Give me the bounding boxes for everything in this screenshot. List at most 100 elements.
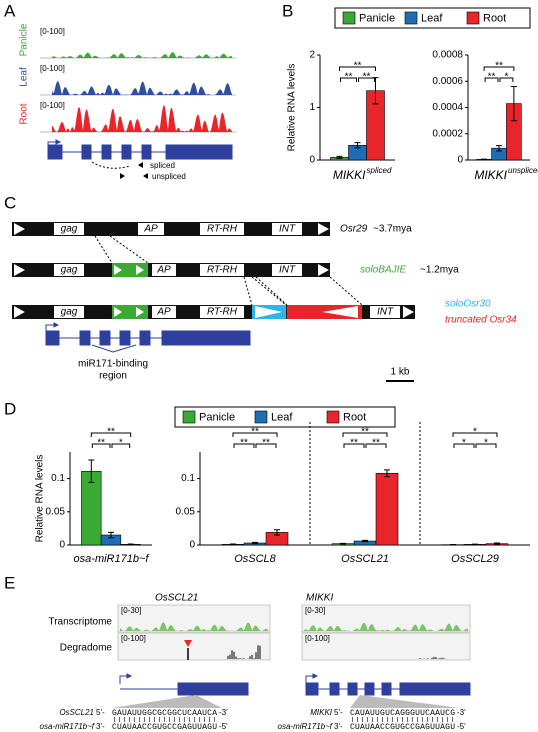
legend-swatch [254, 410, 268, 424]
track-name: Transcriptome [48, 617, 112, 628]
significance-label: ** [345, 72, 353, 83]
y-tick-label: 0 [189, 540, 195, 551]
track-range: [0-100] [40, 64, 65, 73]
legend-label: Root [483, 12, 506, 24]
link [251, 276, 287, 306]
primer [143, 173, 148, 179]
y-tick-label: 0 [59, 540, 65, 551]
significance-label: ** [97, 438, 105, 449]
y-tick-label: 0.0006 [432, 76, 463, 87]
y-tick-label: 0.05 [46, 506, 66, 517]
link [109, 235, 149, 264]
significance-label: ** [363, 72, 371, 83]
y-tick-label: 0.0004 [432, 102, 463, 113]
isoform-label: spliced [150, 161, 175, 170]
error-bar [362, 539, 368, 543]
domain-label: AP [143, 224, 158, 235]
coverage-track [52, 104, 232, 132]
track-name: Panicle [19, 23, 30, 56]
y-tick-label: 0.1 [181, 473, 195, 484]
seq-end: 5'- [334, 708, 343, 717]
sequence: CAUAUUGUCAGGGUUCAAUCG [350, 709, 455, 718]
x-category-label: MIKKI [474, 168, 507, 182]
legend-label: Leaf [421, 12, 443, 24]
x-category-label: MIKKI [333, 168, 366, 182]
significance-bracket [233, 443, 255, 448]
significance-bracket [342, 432, 388, 437]
significance-label: * [504, 72, 508, 83]
retrotransposon-row [12, 305, 415, 319]
domain-label: INT [279, 224, 296, 235]
legend-label: Root [343, 411, 366, 423]
legend-swatch [342, 11, 356, 25]
domain-label: INT [279, 265, 296, 276]
y-tick-label: 0.1 [51, 473, 65, 484]
track-range: [0-100] [40, 101, 65, 110]
error-bar [88, 459, 95, 484]
error-bar [108, 531, 114, 539]
significance-bracket [91, 443, 111, 448]
error-bar [494, 542, 500, 545]
significance-bracket [255, 443, 277, 448]
track-range: [0-30] [121, 606, 141, 615]
legend-label: Leaf [271, 411, 293, 423]
legend-frame [334, 7, 531, 29]
error-bar [384, 469, 390, 478]
track-frames [117, 604, 471, 661]
significance-bracket [232, 432, 278, 437]
zoom-wedge [350, 695, 460, 708]
link [329, 276, 363, 306]
seq-end: 5'- [96, 708, 105, 717]
primer [120, 173, 125, 179]
error-bar [336, 155, 343, 159]
legend-label: Panicle [199, 411, 235, 423]
sequence: CUAUAACCGUGCCGAGUUAGU [350, 723, 455, 732]
domain-label: RT-RH [207, 307, 238, 318]
domain-label: INT [377, 307, 394, 318]
link [255, 276, 288, 306]
domain-label: gag [61, 307, 78, 318]
significance-label: ** [107, 427, 115, 438]
primer [138, 162, 143, 168]
significance-bracket [358, 77, 375, 82]
track-range: [0-30] [305, 606, 325, 615]
seq-end: -3' [219, 708, 228, 717]
cleavage-site [184, 640, 192, 647]
retrotransposon-row [12, 263, 330, 277]
target-name: OsSCL21 [59, 708, 94, 717]
panel-label: E [4, 573, 15, 592]
seq-end: -3' [457, 708, 466, 717]
error-bar [481, 158, 488, 161]
isoform-label: unspliced [152, 172, 186, 181]
significance-label: * [473, 427, 477, 438]
gene-model-c [45, 322, 251, 353]
error-bar [340, 542, 346, 545]
y-tick-label: 0.0002 [432, 128, 463, 139]
error-bar [252, 541, 258, 545]
x-category-label: OsSCL8 [234, 553, 276, 565]
significance-bracket [452, 432, 498, 437]
splice-link [91, 161, 131, 169]
retrotransposon-row [12, 222, 330, 236]
gene-title: MIKKI [306, 593, 333, 604]
significance-label: ** [495, 61, 503, 72]
seq-end: 3'- [334, 722, 343, 731]
domain-label: gag [61, 224, 78, 235]
legend-label: Panicle [359, 12, 395, 24]
coverage-track [52, 81, 232, 95]
domain-label: gag [61, 265, 78, 276]
insert-label: soloOsr30 [445, 299, 491, 310]
bar [375, 472, 399, 546]
track-name: Leaf [19, 67, 30, 87]
coverage-track [304, 622, 468, 631]
legend-swatch [326, 410, 340, 424]
panel-label: B [282, 1, 293, 20]
significance-label: * [462, 438, 466, 449]
error-bar [510, 86, 517, 122]
x-category-superscript: spliced [367, 166, 392, 175]
legend-swatch [182, 410, 196, 424]
seq-end: 3'- [96, 722, 105, 731]
x-category-superscript: unspliced [508, 166, 538, 175]
track-range: [0-100] [40, 27, 65, 36]
